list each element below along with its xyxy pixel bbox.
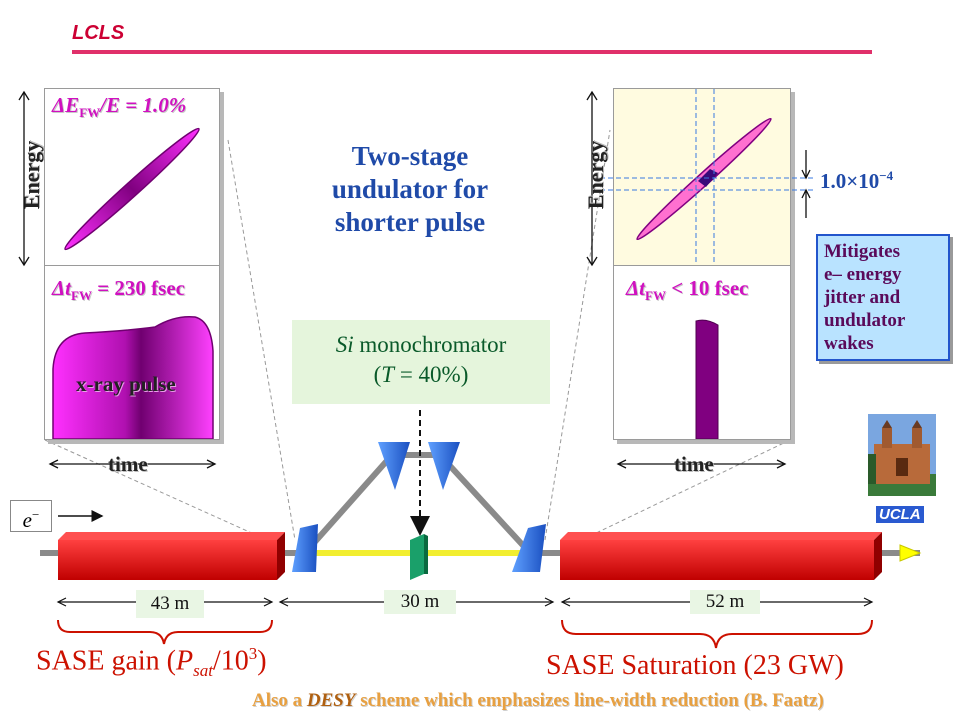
length-label-second: 52 m [690,590,760,614]
monochromator-label-box: Si monochromator (T = 40%) [292,320,550,404]
monochromator-line-1: Si monochromator [335,332,507,357]
header-title: LCLS [72,22,125,44]
energy-spread-value: 1.0×10−4 [820,168,894,193]
energy-spread-label: ΔEFW/E = 1.0% [52,93,187,121]
callout-line-1: Mitigates [824,241,900,262]
sase-saturation-caption: SASE Saturation (23 GW) [546,650,844,681]
right-panel-graphics [636,89,772,439]
chicane-magnets [292,442,546,572]
callout-line-4: undulator [824,310,906,331]
sase-gain-caption: SASE gain (Psat/103) [36,644,267,680]
callout-line-5: wakes [824,333,874,354]
callout-line-2: e– energy [824,264,902,285]
length-label-chicane: 30 m [384,590,456,614]
title-line-1: Two-stage [351,141,469,171]
short-pulse-duration-label: ΔtFW < 10 fsec [626,276,749,304]
spread-guide-lines [600,177,815,191]
panel-divider [614,265,790,266]
panel-divider [45,265,219,266]
mitigation-callout: Mitigates e– energy jitter and undulator… [816,234,950,361]
left-energy-axis-label: Energy [19,140,44,210]
right-phase-space-panel [613,88,791,440]
header-rule [72,50,872,54]
pulse-duration-label: ΔtFW = 230 fsec [52,276,185,304]
right-energy-axis-label: Energy [583,140,608,210]
desy-note: Also a DESY scheme which emphasizes line… [252,690,824,711]
electron-label: e− [10,500,52,532]
x-ray-pulse-label: x-ray pulse [76,372,176,396]
undulator-2 [560,532,882,580]
brace-right [561,619,873,649]
title-line-3: shorter pulse [334,207,486,237]
diagram-title: Two-stage undulator for shorter pulse [300,140,520,239]
left-phase-space-panel [44,88,220,440]
title-line-2: undulator for [331,174,489,204]
length-label-first: 43 m [136,590,204,618]
left-time-axis-label: time [108,452,148,476]
right-time-axis-label: time [674,452,714,476]
callout-line-3: jitter and [824,287,901,308]
ucla-label: UCLA [876,506,924,523]
brace-left [57,619,273,645]
si-crystal [410,534,428,580]
undulator-1 [58,532,285,580]
projection-lines [44,129,791,549]
left-panel-graphics [52,127,214,439]
monochromator-line-2: (T = 40%) [373,362,469,387]
ucla-building-image [868,414,936,496]
ucla-building-picture [868,414,936,496]
